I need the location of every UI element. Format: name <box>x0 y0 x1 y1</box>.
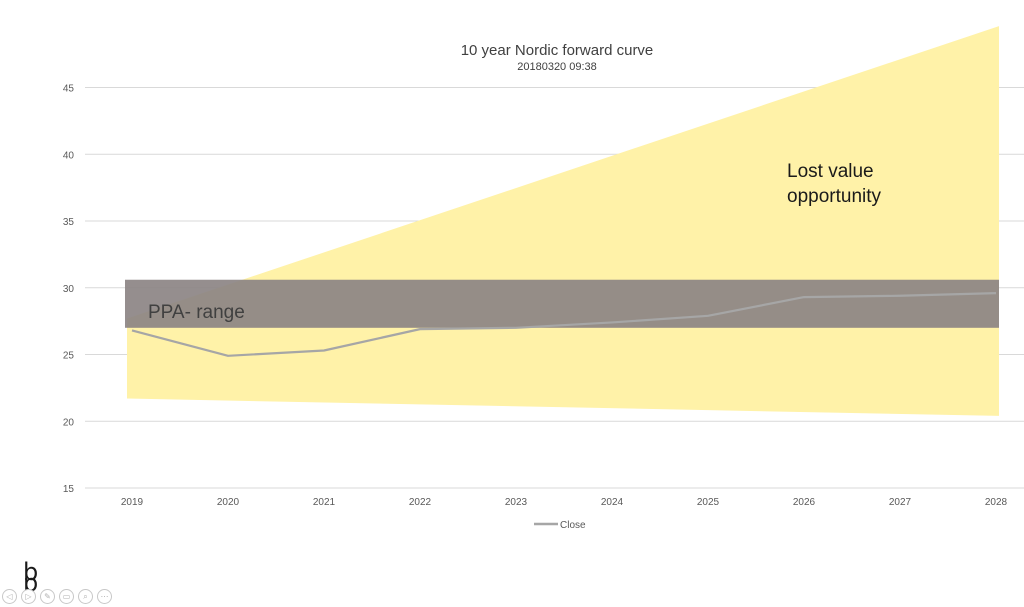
lost-value-annotation-line1: Lost value <box>787 161 874 182</box>
x-tick-label-2022: 2022 <box>409 497 432 508</box>
series-lines <box>131 291 997 357</box>
legend-label-close: Close <box>560 520 586 531</box>
series-line-close <box>131 291 997 357</box>
back-arrow-icon[interactable]: ◁ <box>2 589 17 604</box>
y-tick-label-20: 20 <box>63 417 75 428</box>
y-tick-label-40: 40 <box>63 150 75 161</box>
x-tick-label-2028: 2028 <box>985 497 1008 508</box>
legend: Close <box>534 520 586 531</box>
more-icon[interactable]: ⋯ <box>97 589 112 604</box>
y-tick-label-35: 35 <box>63 217 75 228</box>
y-tick-label-15: 15 <box>63 484 75 495</box>
slides-icon[interactable]: ▭ <box>59 589 74 604</box>
x-tick-label-2023: 2023 <box>505 497 528 508</box>
x-tick-label-2026: 2026 <box>793 497 816 508</box>
x-tick-label-2019: 2019 <box>121 497 144 508</box>
y-tick-label-30: 30 <box>63 284 75 295</box>
zoom-icon[interactable]: ⌕ <box>78 589 93 604</box>
chart-title: 10 year Nordic forward curve <box>461 42 654 59</box>
x-tick-label-2024: 2024 <box>601 497 624 508</box>
chart-subtitle: 20180320 09:38 <box>517 61 597 73</box>
x-tick-label-2021: 2021 <box>313 497 336 508</box>
x-tick-label-2027: 2027 <box>889 497 912 508</box>
lost-value-annotation-line2: opportunity <box>787 186 882 207</box>
forward-arrow-icon[interactable]: ▷ <box>21 589 36 604</box>
presentation-toolbar: ◁ ▷ ✎ ▭ ⌕ ⋯ <box>2 589 112 607</box>
pen-icon[interactable]: ✎ <box>40 589 55 604</box>
x-tick-label-2025: 2025 <box>697 497 720 508</box>
y-tick-label-25: 25 <box>63 351 75 362</box>
bands <box>125 26 999 416</box>
x-axis-ticks: 2019 2020 2021 2022 2023 2024 2025 2026 2027 2028 <box>121 497 1008 508</box>
y-tick-label-45: 45 <box>63 84 75 95</box>
ppa-range-annotation: PPA- range <box>148 302 245 323</box>
logo-letter-b: b <box>23 558 38 586</box>
ppa-range-band <box>125 279 999 328</box>
y-axis-ticks: 15 20 25 30 35 40 45 <box>63 84 75 496</box>
x-tick-label-2020: 2020 <box>217 497 240 508</box>
